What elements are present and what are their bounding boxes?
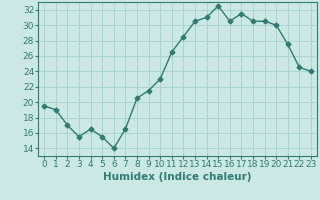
X-axis label: Humidex (Indice chaleur): Humidex (Indice chaleur): [103, 172, 252, 182]
